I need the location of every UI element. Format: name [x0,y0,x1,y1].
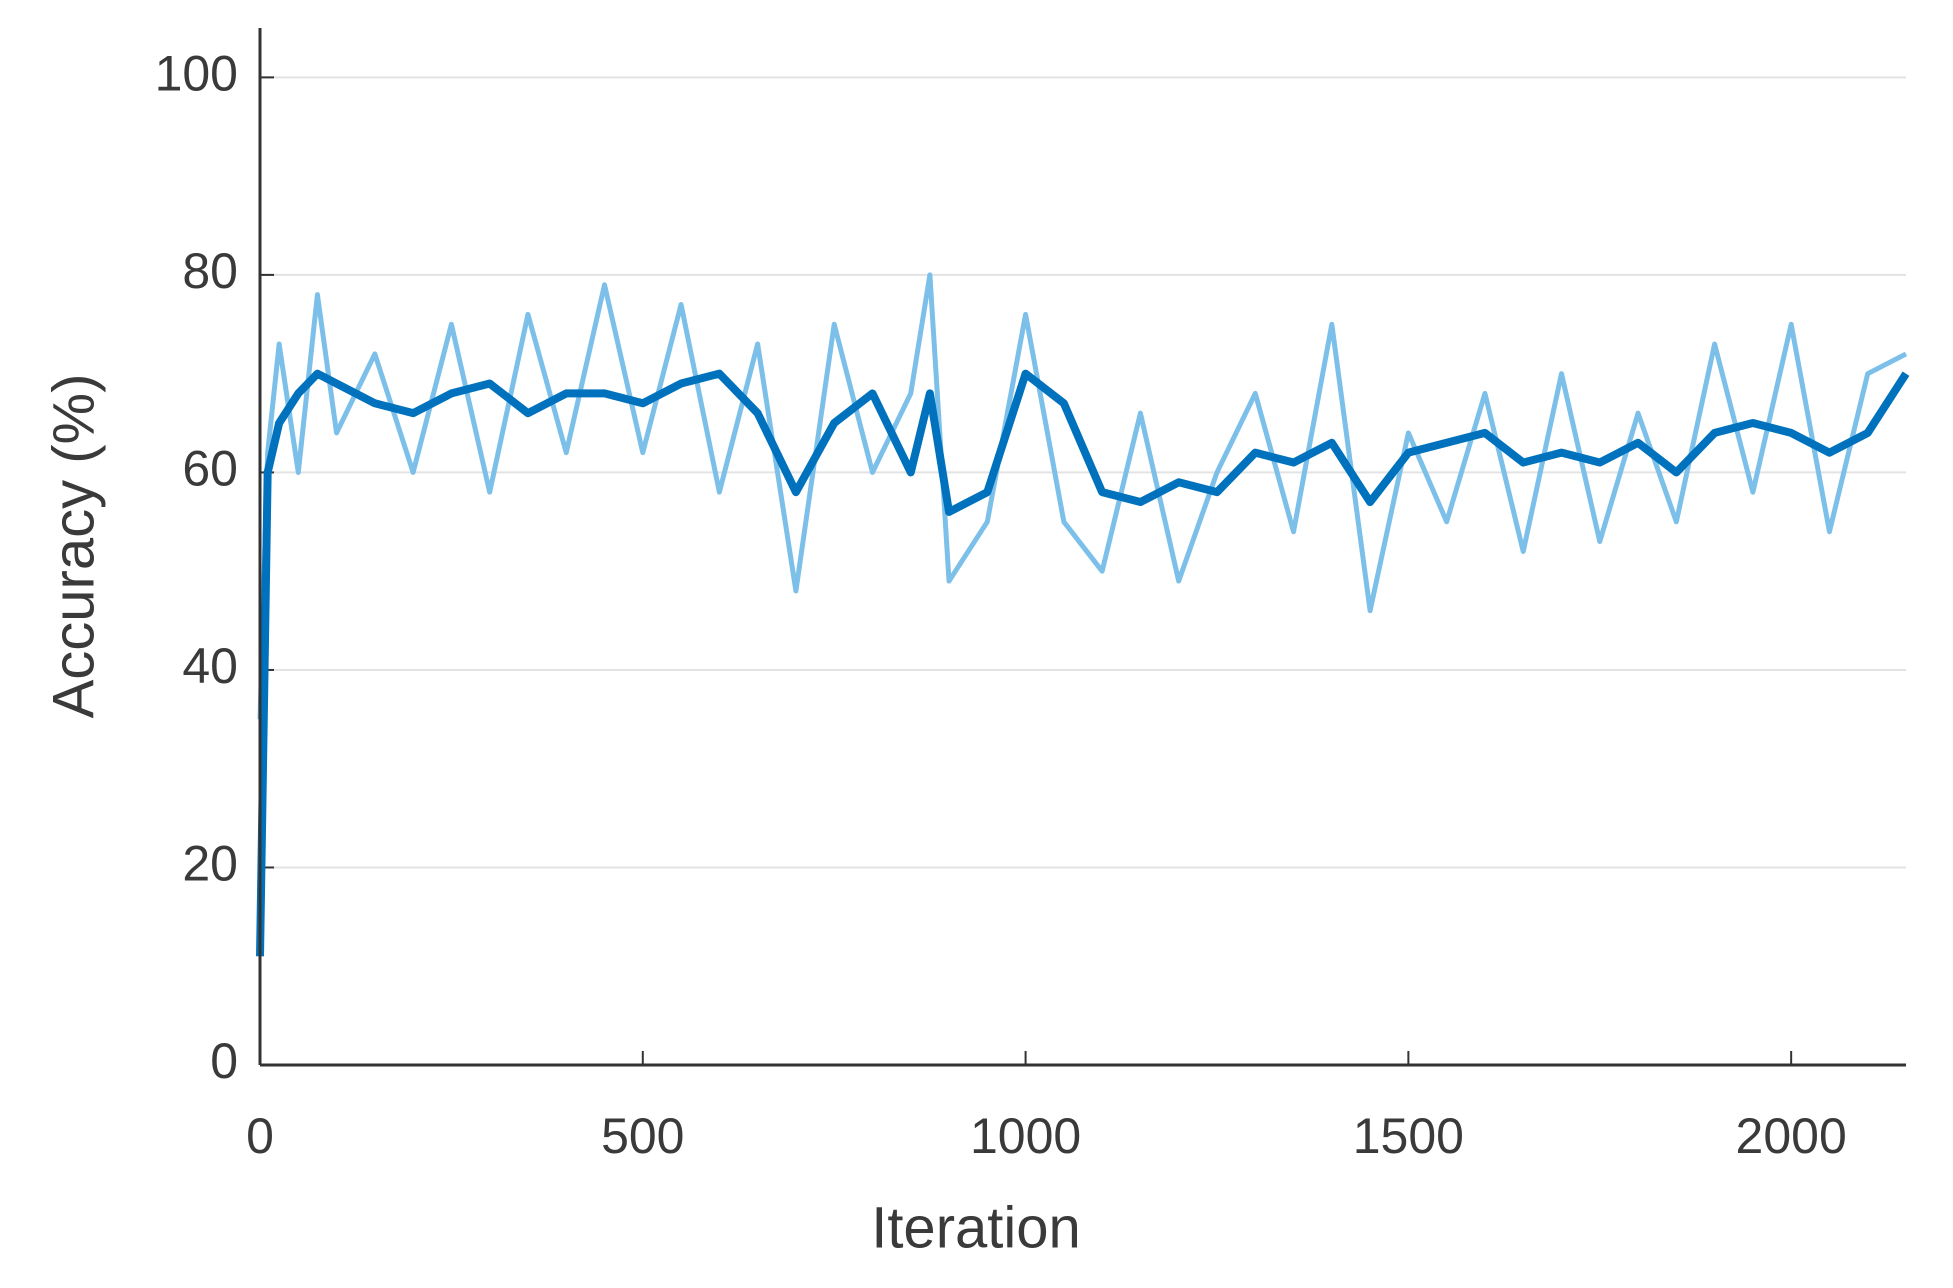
y-tick-label: 80 [182,243,238,299]
x-tick-label: 1500 [1353,1108,1464,1164]
series-line [256,369,1910,957]
y-tick-label: 0 [210,1033,238,1089]
y-tick-label: 100 [155,46,238,102]
series-line [257,272,1908,720]
x-axis-label: Iteration [871,1195,1081,1260]
y-tick-label: 40 [182,638,238,694]
y-tick-label: 60 [182,441,238,497]
x-tick-label: 2000 [1736,1108,1847,1164]
x-tick-label: 500 [601,1108,684,1164]
x-tick-label: 1000 [970,1108,1081,1164]
x-tick-label: 0 [246,1108,274,1164]
y-tick-label: 20 [182,836,238,892]
y-axis-label: Accuracy (%) [41,374,106,719]
